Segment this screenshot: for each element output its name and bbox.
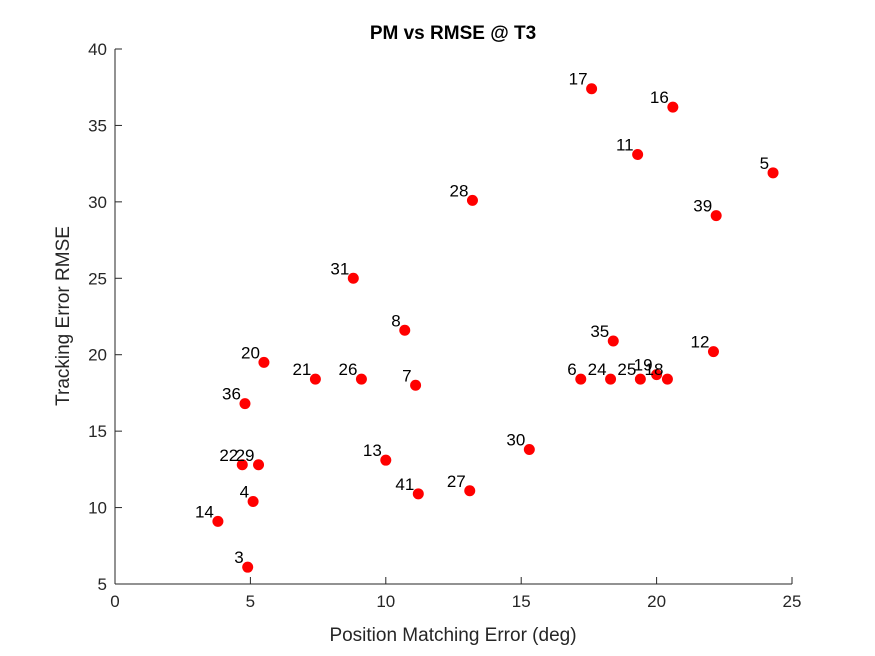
data-point — [247, 495, 259, 507]
data-point — [212, 515, 224, 527]
data-point-label: 14 — [195, 502, 214, 521]
x-tick-label: 0 — [110, 592, 119, 611]
data-point — [239, 398, 251, 410]
data-point-label: 29 — [236, 446, 255, 465]
data-point-label: 25 — [617, 360, 636, 379]
x-tick-label: 20 — [647, 592, 666, 611]
data-point — [399, 324, 411, 336]
data-point — [707, 346, 719, 358]
data-point-label: 5 — [760, 154, 769, 173]
data-point — [380, 454, 392, 466]
data-point-label: 20 — [241, 343, 260, 362]
y-axis-label: Tracking Error RMSE — [53, 226, 74, 406]
data-point — [347, 272, 359, 284]
data-point-label: 35 — [590, 322, 609, 341]
data-point-label: 22 — [219, 446, 238, 465]
data-point — [667, 101, 679, 113]
data-point — [309, 373, 321, 385]
y-tick-label: 35 — [88, 116, 107, 135]
data-point — [466, 194, 478, 206]
x-tick-label: 25 — [783, 592, 802, 611]
data-point — [605, 373, 617, 385]
data-point-label: 28 — [450, 181, 469, 200]
data-point — [575, 373, 587, 385]
data-point — [236, 459, 248, 471]
data-point — [634, 373, 646, 385]
x-axis-label: Position Matching Error (deg) — [329, 625, 576, 646]
y-tick-label: 40 — [88, 40, 107, 59]
data-point-label: 16 — [650, 88, 669, 107]
y-tick-label: 25 — [88, 269, 107, 288]
data-point — [242, 561, 254, 573]
data-point-label: 30 — [506, 430, 525, 449]
data-point — [355, 373, 367, 385]
data-point-label: 41 — [395, 475, 414, 494]
data-point — [412, 488, 424, 500]
data-point — [632, 148, 644, 160]
data-point-label: 31 — [330, 259, 349, 278]
data-point — [767, 167, 779, 179]
data-point-label: 39 — [693, 197, 712, 216]
y-tick-label: 30 — [88, 193, 107, 212]
data-point-label: 4 — [240, 482, 249, 501]
y-tick-label: 5 — [98, 575, 107, 594]
data-point-label: 8 — [391, 311, 400, 330]
data-point-label: 26 — [339, 360, 358, 379]
data-point-label: 18 — [645, 360, 664, 379]
chart-title: PM vs RMSE @ T3 — [370, 23, 536, 44]
data-point-label: 7 — [402, 366, 411, 385]
data-point — [253, 459, 265, 471]
data-point-label: 24 — [588, 360, 607, 379]
data-point — [661, 373, 673, 385]
data-point-label: 17 — [569, 70, 588, 89]
data-point — [607, 335, 619, 347]
x-tick-label: 10 — [376, 592, 395, 611]
data-point — [464, 485, 476, 497]
y-tick-label: 20 — [88, 346, 107, 365]
x-tick-label: 5 — [246, 592, 255, 611]
data-point — [523, 443, 535, 455]
data-point — [258, 356, 270, 368]
y-tick-label: 10 — [88, 499, 107, 518]
data-point — [651, 369, 663, 381]
data-point-label: 11 — [616, 135, 634, 154]
data-point-label: 13 — [363, 441, 382, 460]
data-point-label: 3 — [234, 548, 243, 567]
data-point — [586, 83, 598, 95]
data-point-label: 27 — [447, 472, 466, 491]
data-point-label: 12 — [691, 333, 710, 352]
data-points: 17 16 11 5 28 39 31 8 35 12 20 19 21 26 6 24 25 18 7 36 30 13… — [195, 70, 779, 573]
data-point — [410, 379, 422, 391]
data-point — [710, 210, 722, 222]
data-point-label: 21 — [292, 360, 311, 379]
y-tick-label: 15 — [88, 422, 107, 441]
data-point-label: 36 — [222, 385, 241, 404]
x-tick-label: 15 — [512, 592, 531, 611]
data-point-label: 6 — [567, 360, 576, 379]
data-point-label: 19 — [634, 356, 653, 375]
